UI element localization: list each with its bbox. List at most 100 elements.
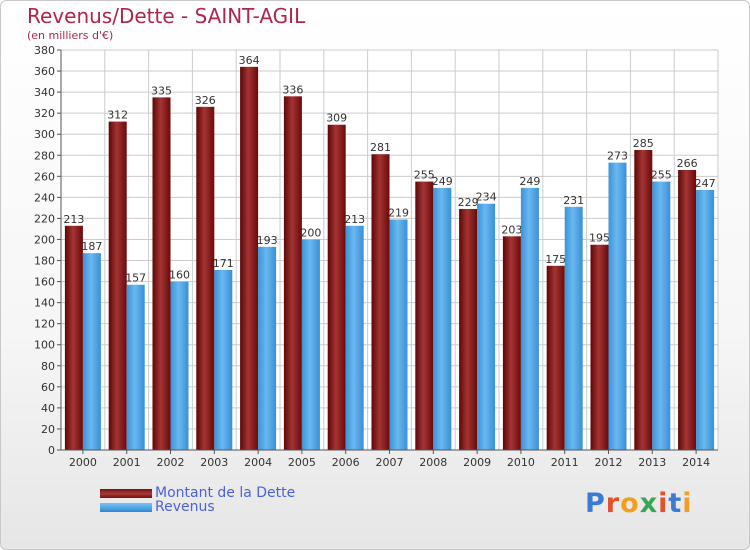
data-label-revenus: 157 [125, 272, 146, 285]
y-tick-label: 240 [34, 191, 55, 204]
legend-swatch-revenus [100, 503, 152, 512]
y-tick-label: 120 [34, 318, 55, 331]
data-label-revenus: 171 [213, 257, 234, 270]
x-tick-label: 2013 [638, 456, 666, 469]
x-tick-label: 2011 [551, 456, 579, 469]
bar-revenus [433, 187, 452, 451]
bar-dette [196, 106, 215, 450]
data-label-dette: 255 [414, 169, 435, 182]
legend-label-revenus: Revenus [155, 499, 215, 515]
y-tick-label: 300 [34, 128, 55, 141]
x-tick-label: 2010 [507, 456, 535, 469]
data-label-revenus: 247 [695, 177, 716, 190]
bar-revenus [696, 190, 715, 450]
y-tick-label: 320 [34, 107, 55, 120]
bar-dette [327, 124, 346, 450]
bar-revenus [258, 246, 277, 450]
x-tick-label: 2005 [288, 456, 316, 469]
data-label-revenus: 249 [432, 175, 453, 188]
x-tick-label: 2006 [332, 456, 360, 469]
bar-revenus [126, 284, 145, 450]
bar-revenus [652, 181, 671, 450]
data-label-revenus: 193 [257, 234, 278, 247]
bar-dette [152, 97, 171, 451]
x-tick-label: 2014 [682, 456, 710, 469]
data-label-revenus: 219 [388, 206, 409, 219]
y-tick-label: 360 [34, 65, 55, 78]
bar-dette [415, 181, 434, 450]
bar-dette [371, 154, 390, 451]
x-tick-label: 2012 [595, 456, 623, 469]
y-tick-label: 40 [41, 402, 55, 415]
data-label-dette: 336 [282, 83, 303, 96]
data-label-revenus: 255 [651, 169, 672, 182]
bar-revenus [82, 253, 101, 450]
y-tick-label: 260 [34, 170, 55, 183]
data-label-revenus: 273 [607, 150, 628, 163]
bar-dette [546, 265, 565, 450]
data-label-revenus: 200 [300, 226, 321, 239]
y-tick-label: 80 [41, 360, 55, 373]
data-label-dette: 203 [501, 223, 522, 236]
data-label-dette: 266 [677, 157, 698, 170]
y-tick-label: 60 [41, 381, 55, 394]
data-label-dette: 195 [589, 232, 610, 245]
y-tick-label: 0 [48, 444, 55, 457]
x-tick-label: 2001 [113, 456, 141, 469]
bar-dette [459, 208, 478, 450]
data-label-dette: 175 [545, 253, 566, 266]
data-label-dette: 309 [326, 112, 347, 125]
bar-revenus [214, 270, 233, 450]
bar-dette [678, 170, 697, 450]
data-label-revenus: 231 [563, 194, 584, 207]
data-label-dette: 364 [239, 54, 260, 67]
x-tick-label: 2002 [157, 456, 185, 469]
legend-label-dette: Montant de la Dette [155, 485, 296, 501]
data-label-dette: 229 [458, 196, 479, 209]
data-label-revenus: 213 [344, 213, 365, 226]
data-label-revenus: 160 [169, 269, 190, 282]
bar-revenus [520, 187, 539, 451]
bar-dette [502, 236, 521, 450]
data-label-dette: 335 [151, 84, 172, 97]
x-tick-label: 2007 [376, 456, 404, 469]
bar-revenus [301, 239, 320, 450]
logo-letter: i [682, 488, 693, 519]
y-tick-label: 220 [34, 212, 55, 225]
data-label-revenus: 234 [476, 191, 497, 204]
logo-letter: r [605, 488, 621, 519]
bar-revenus [564, 206, 583, 450]
bar-dette [240, 66, 259, 450]
bar-revenus [345, 225, 364, 450]
x-tick-label: 2000 [69, 456, 97, 469]
bar-revenus [389, 219, 408, 450]
logo-letter: i [658, 488, 669, 519]
bar-revenus [608, 162, 627, 450]
y-tick-label: 100 [34, 339, 55, 352]
logo-letter: o [620, 488, 640, 519]
data-label-revenus: 187 [81, 240, 102, 253]
data-label-dette: 213 [63, 213, 84, 226]
proxiti-logo: Proxiti [585, 488, 693, 519]
y-tick-label: 180 [34, 255, 55, 268]
bar-dette [634, 150, 653, 450]
logo-letter: t [668, 488, 683, 519]
data-label-dette: 326 [195, 94, 216, 107]
logo-letter: P [585, 488, 606, 519]
x-tick-label: 2009 [463, 456, 491, 469]
logo-letter: x [639, 488, 659, 519]
bar-revenus [170, 281, 189, 450]
data-label-dette: 285 [633, 137, 654, 150]
chart-subtitle: (en milliers d'€) [27, 29, 114, 42]
y-tick-label: 160 [34, 276, 55, 289]
y-tick-label: 280 [34, 149, 55, 162]
y-tick-label: 340 [34, 86, 55, 99]
bar-dette [283, 96, 302, 450]
bar-dette [108, 121, 127, 450]
y-tick-label: 140 [34, 297, 55, 310]
legend-swatch-dette [100, 489, 152, 498]
y-tick-label: 200 [34, 233, 55, 246]
bar-dette [64, 225, 83, 450]
x-tick-label: 2004 [244, 456, 272, 469]
